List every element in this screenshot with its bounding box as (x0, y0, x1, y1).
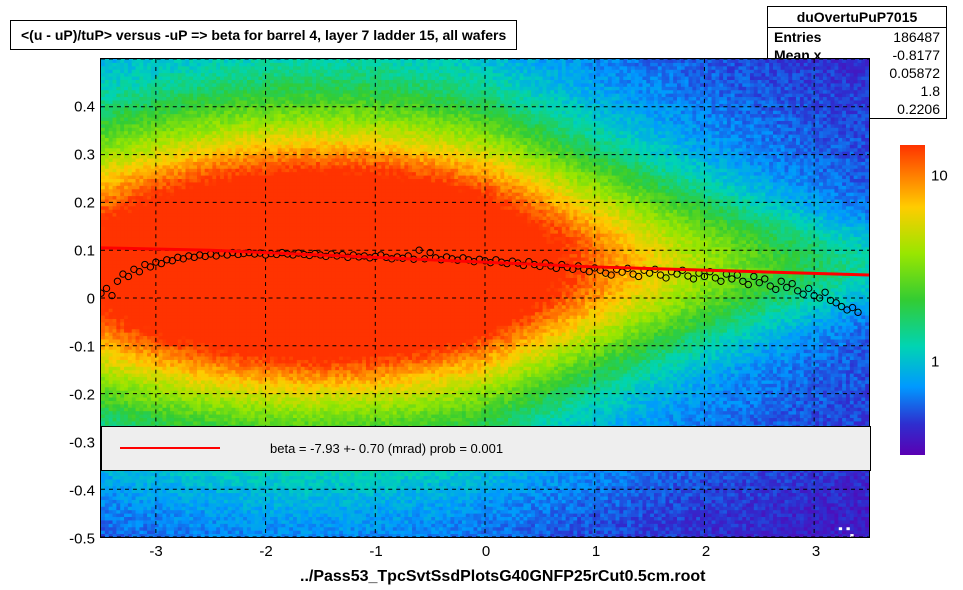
x-tick-label: -3 (149, 543, 162, 560)
fit-label: beta = -7.93 +- 0.70 (mrad) prob = 0.001 (270, 441, 503, 456)
fit-line-sample (120, 447, 220, 449)
colorbar-label: 10 (931, 168, 948, 185)
y-tick-label: -0.5 (45, 531, 95, 548)
y-tick-label: 0.2 (45, 195, 95, 212)
y-tick-label: -0.1 (45, 339, 95, 356)
y-tick-label: 0.1 (45, 243, 95, 260)
y-tick-label: 0 (45, 291, 95, 308)
y-tick-label: 0.4 (45, 99, 95, 116)
plot-title: <(u - uP)/tuP> versus -uP => beta for ba… (10, 20, 517, 50)
y-tick-label: 0.3 (45, 147, 95, 164)
colorbar: 110 (900, 145, 925, 455)
y-tick-label: -0.2 (45, 387, 95, 404)
x-tick-label: -2 (259, 543, 272, 560)
stats-name: duOvertuPuP7015 (768, 7, 946, 28)
x-tick-label: 0 (482, 543, 490, 560)
y-tick-label: -0.4 (45, 483, 95, 500)
file-caption: ../Pass53_TpcSvtSsdPlotsG40GNFP25rCut0.5… (300, 568, 705, 586)
canvas: <(u - uP)/tuP> versus -uP => beta for ba… (0, 0, 963, 590)
x-tick-label: 2 (702, 543, 710, 560)
x-tick-label: -1 (369, 543, 382, 560)
plot-area: -0.5-0.4-0.3-0.2-0.100.10.20.30.4 -3-2-1… (100, 58, 870, 538)
y-tick-label: -0.3 (45, 435, 95, 452)
colorbar-label: 1 (931, 354, 939, 371)
x-tick-label: 1 (592, 543, 600, 560)
fit-legend-box: beta = -7.93 +- 0.70 (mrad) prob = 0.001 (101, 426, 871, 471)
stats-row: Entries186487 (768, 28, 946, 46)
x-tick-label: 3 (812, 543, 820, 560)
